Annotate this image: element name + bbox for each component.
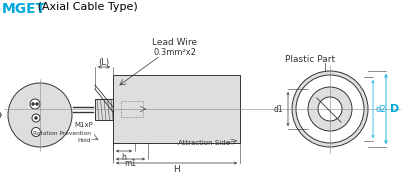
Text: Rotation Prevention: Rotation Prevention xyxy=(33,131,91,136)
Circle shape xyxy=(296,75,364,143)
Circle shape xyxy=(8,83,72,147)
Circle shape xyxy=(31,128,41,136)
Text: (L): (L) xyxy=(98,57,109,66)
Circle shape xyxy=(318,97,342,121)
Text: Attraction Side: Attraction Side xyxy=(178,140,230,146)
Bar xyxy=(121,101,143,117)
Text: (Axial Cable Type): (Axial Cable Type) xyxy=(34,2,138,12)
Circle shape xyxy=(30,99,40,109)
Text: h: h xyxy=(122,152,127,161)
Text: d1: d1 xyxy=(274,105,283,113)
Text: d2: d2 xyxy=(376,105,387,113)
Text: m1: m1 xyxy=(125,160,137,168)
Text: H: H xyxy=(173,164,180,173)
Text: MGET: MGET xyxy=(2,2,46,16)
Text: 0.3mm²x2: 0.3mm²x2 xyxy=(153,48,197,57)
Circle shape xyxy=(292,71,368,147)
Circle shape xyxy=(35,102,39,105)
Circle shape xyxy=(31,102,35,105)
Text: M1xP: M1xP xyxy=(74,122,93,128)
Circle shape xyxy=(32,114,40,122)
Text: D: D xyxy=(390,104,399,114)
Text: Hold: Hold xyxy=(77,138,91,143)
Bar xyxy=(95,99,113,120)
Text: Plastic Part: Plastic Part xyxy=(285,55,335,64)
Text: Lead Wire: Lead Wire xyxy=(153,38,197,47)
Bar xyxy=(113,75,240,143)
Circle shape xyxy=(308,87,352,131)
Circle shape xyxy=(290,69,370,149)
Circle shape xyxy=(35,117,37,120)
